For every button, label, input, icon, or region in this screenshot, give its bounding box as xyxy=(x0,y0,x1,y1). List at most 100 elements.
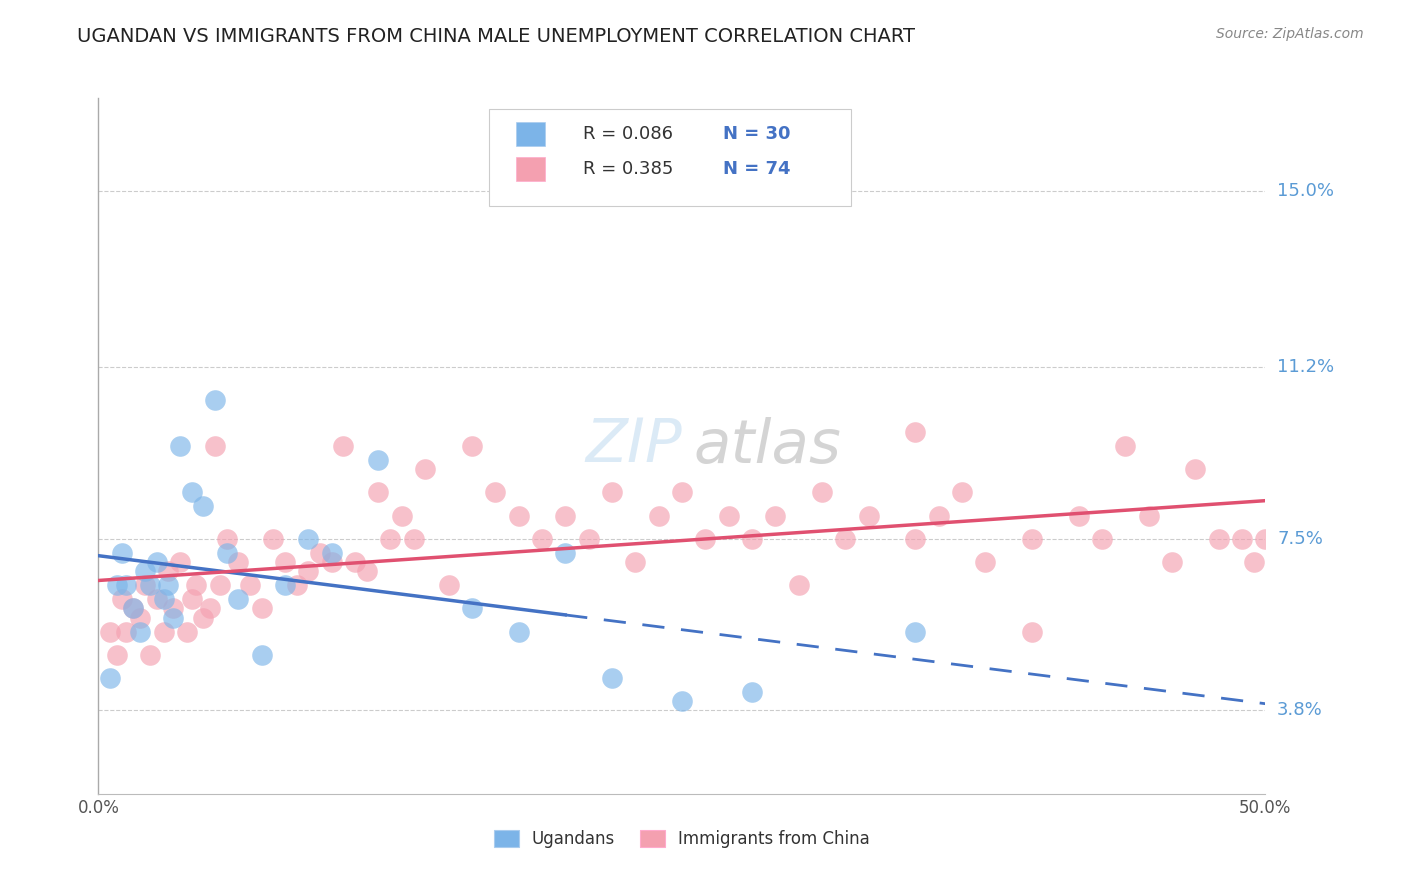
Point xyxy=(146,592,169,607)
Point xyxy=(297,532,319,546)
Point xyxy=(904,425,927,439)
Point xyxy=(391,508,413,523)
Point xyxy=(186,578,208,592)
Point xyxy=(461,439,484,453)
Point xyxy=(98,671,121,685)
Point xyxy=(367,453,389,467)
Point xyxy=(508,624,530,639)
Text: Source: ZipAtlas.com: Source: ZipAtlas.com xyxy=(1216,27,1364,41)
Point xyxy=(200,601,222,615)
Point xyxy=(1161,555,1184,569)
Point xyxy=(380,532,402,546)
Point xyxy=(208,578,231,592)
Point xyxy=(508,508,530,523)
Point xyxy=(1021,624,1043,639)
Point xyxy=(554,546,576,560)
Point xyxy=(297,564,319,578)
Point xyxy=(122,601,145,615)
Point xyxy=(741,532,763,546)
Point xyxy=(671,485,693,500)
Point xyxy=(741,685,763,699)
Point xyxy=(367,485,389,500)
FancyBboxPatch shape xyxy=(489,109,851,206)
Point xyxy=(484,485,506,500)
Text: 11.2%: 11.2% xyxy=(1277,359,1334,376)
Point xyxy=(624,555,647,569)
Point xyxy=(1021,532,1043,546)
Point xyxy=(250,648,273,662)
Point xyxy=(274,578,297,592)
Legend: Ugandans, Immigrants from China: Ugandans, Immigrants from China xyxy=(486,823,877,855)
Point xyxy=(162,610,184,624)
Point xyxy=(834,532,856,546)
Text: N = 30: N = 30 xyxy=(723,125,790,144)
Point xyxy=(262,532,284,546)
FancyBboxPatch shape xyxy=(516,157,544,181)
Point xyxy=(157,578,180,592)
Point xyxy=(162,601,184,615)
Point xyxy=(402,532,425,546)
Point xyxy=(811,485,834,500)
Point xyxy=(139,648,162,662)
Point xyxy=(1208,532,1230,546)
Point xyxy=(152,592,174,607)
Point xyxy=(1184,462,1206,476)
Point xyxy=(578,532,600,546)
Text: R = 0.385: R = 0.385 xyxy=(582,160,673,178)
Text: UGANDAN VS IMMIGRANTS FROM CHINA MALE UNEMPLOYMENT CORRELATION CHART: UGANDAN VS IMMIGRANTS FROM CHINA MALE UN… xyxy=(77,27,915,45)
Point xyxy=(1243,555,1265,569)
Point xyxy=(239,578,262,592)
Point xyxy=(904,532,927,546)
Point xyxy=(215,532,238,546)
Point xyxy=(193,610,215,624)
Point xyxy=(787,578,810,592)
Text: N = 74: N = 74 xyxy=(723,160,790,178)
Text: 7.5%: 7.5% xyxy=(1277,530,1323,548)
Point xyxy=(950,485,973,500)
Text: 3.8%: 3.8% xyxy=(1277,701,1323,719)
Point xyxy=(309,546,332,560)
Point xyxy=(974,555,997,569)
Text: R = 0.086: R = 0.086 xyxy=(582,125,672,144)
Point xyxy=(647,508,669,523)
Point xyxy=(671,694,693,708)
Point xyxy=(1137,508,1160,523)
Point xyxy=(321,555,343,569)
Point xyxy=(1254,532,1277,546)
Point xyxy=(554,508,576,523)
Point xyxy=(122,601,145,615)
Point xyxy=(111,592,134,607)
Point xyxy=(180,485,202,500)
Point xyxy=(111,546,134,560)
Point xyxy=(215,546,238,560)
Point xyxy=(274,555,297,569)
Point xyxy=(600,671,623,685)
Text: 15.0%: 15.0% xyxy=(1277,182,1334,200)
Point xyxy=(228,555,250,569)
Point xyxy=(928,508,950,523)
Point xyxy=(356,564,378,578)
Point xyxy=(146,555,169,569)
Point xyxy=(105,578,128,592)
Point xyxy=(461,601,484,615)
Point xyxy=(1114,439,1136,453)
Point xyxy=(180,592,202,607)
Point xyxy=(530,532,553,546)
Point xyxy=(1230,532,1253,546)
Point xyxy=(695,532,717,546)
Point xyxy=(1091,532,1114,546)
Point xyxy=(904,624,927,639)
Point xyxy=(413,462,436,476)
Point xyxy=(332,439,354,453)
Point xyxy=(600,485,623,500)
Point xyxy=(176,624,198,639)
Point xyxy=(204,439,226,453)
Point xyxy=(250,601,273,615)
Point xyxy=(763,508,786,523)
Point xyxy=(285,578,308,592)
Point xyxy=(193,500,215,514)
Point xyxy=(98,624,121,639)
Point xyxy=(321,546,343,560)
Point xyxy=(169,555,191,569)
Point xyxy=(115,578,138,592)
